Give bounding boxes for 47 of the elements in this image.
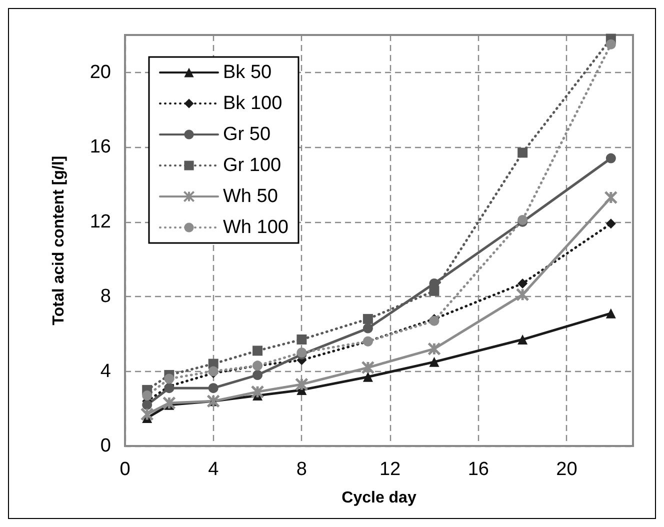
point [429,286,440,296]
point [361,360,375,374]
y-tick-label: 4 [100,360,112,382]
point [518,278,528,288]
point [140,407,154,421]
point [296,334,307,345]
x-tick-label: 8 [296,459,307,480]
point [606,39,616,50]
legend-label: Gr 100 [223,155,282,176]
point [252,346,263,356]
point [250,385,264,399]
point [252,370,263,380]
point [518,334,528,345]
x-tick-label: 16 [468,459,489,480]
legend-label: Wh 50 [223,186,278,207]
point [164,374,174,384]
legend-label: Bk 100 [223,93,282,114]
legend-label: Bk 50 [223,62,272,83]
y-tick-label: 8 [100,286,111,308]
x-tick-label: 0 [120,459,130,480]
point [606,308,616,318]
point [362,323,373,334]
point [606,218,616,229]
point [208,383,218,394]
point [516,288,530,302]
point [606,153,616,164]
point [427,342,441,356]
legend-label: Gr 50 [223,124,271,145]
point [604,190,618,204]
x-axis-title: Cycle day [342,490,416,506]
y-tick-label: 20 [90,62,111,83]
point [162,396,176,410]
point [429,356,440,367]
x-tick-label: 4 [208,459,220,480]
point [294,378,308,392]
point [362,372,373,382]
legend-label: Wh 100 [223,217,288,238]
x-tick-label: 20 [556,459,578,480]
y-tick-label: 0 [100,436,111,456]
y-tick-label: 12 [90,211,111,232]
point [142,390,152,401]
point [362,314,373,324]
point [518,148,528,158]
y-axis-title: Total acid content [g/l] [50,156,68,326]
y-tick-label: 16 [90,136,111,158]
x-tick-label: 12 [379,459,401,480]
point [142,400,152,410]
